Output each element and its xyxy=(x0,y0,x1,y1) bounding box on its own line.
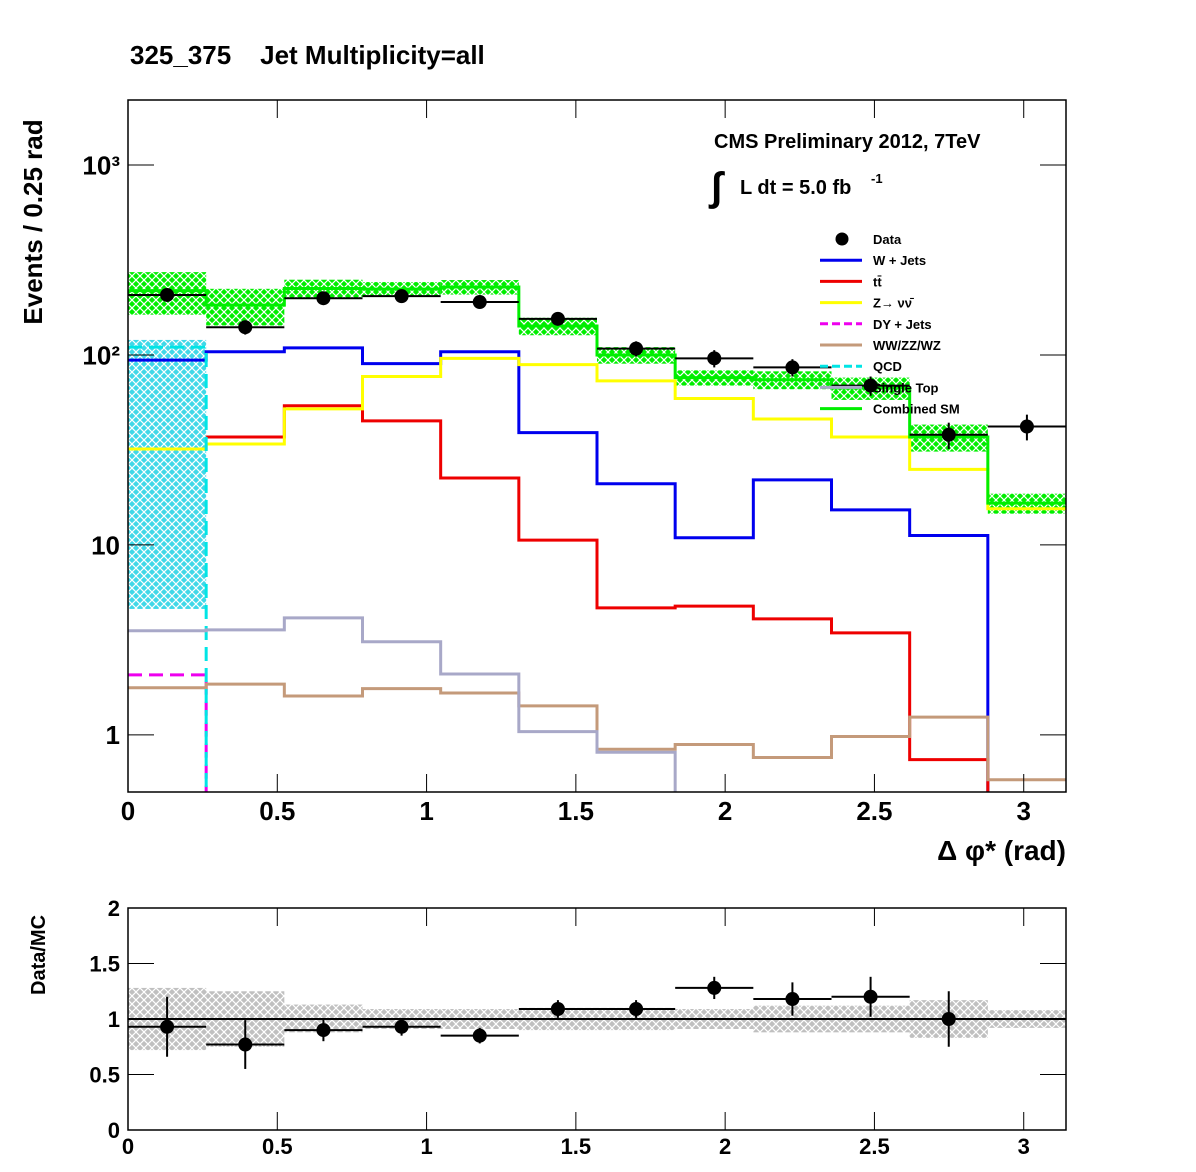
data-point xyxy=(707,351,722,366)
data-point xyxy=(941,1012,956,1026)
data-point xyxy=(785,360,800,375)
y-tick-label: 0.5 xyxy=(89,1062,120,1087)
data-point xyxy=(550,1002,565,1017)
histogram-line xyxy=(128,673,208,792)
data-point xyxy=(629,1002,644,1017)
data-point xyxy=(160,287,175,302)
annotation: ∫ xyxy=(708,165,725,209)
x-tick-label: 0 xyxy=(121,796,135,826)
data-point xyxy=(238,320,253,335)
y-tick-label: 10³ xyxy=(82,150,120,180)
y-tick-label: 0 xyxy=(108,1118,120,1143)
data-point xyxy=(941,427,956,442)
y-tick-label: 1 xyxy=(108,1007,120,1032)
ratio-plot-area xyxy=(128,976,1066,1069)
x-tick-label: 0.5 xyxy=(262,1134,293,1159)
histogram-line xyxy=(128,346,990,792)
x-tick-label: 2.5 xyxy=(856,796,892,826)
main-plot-area xyxy=(128,272,1066,792)
y-tick-label: 1.5 xyxy=(89,951,120,976)
legend-marker xyxy=(835,232,849,246)
x-tick-label: 3 xyxy=(1016,796,1030,826)
y-tick-label: 10² xyxy=(82,340,120,370)
legend-label: QCD xyxy=(873,359,902,374)
legend-label: tt̄ xyxy=(873,274,882,289)
data-point xyxy=(394,1019,409,1034)
data-point xyxy=(316,1023,331,1038)
chart-title: 325_375 Jet Multiplicity=all xyxy=(130,40,485,70)
annotation: L dt = 5.0 fb xyxy=(740,177,851,199)
y-axis-label: Events / 0.25 rad xyxy=(18,119,48,324)
data-point xyxy=(785,992,800,1007)
x-tick-label: 0 xyxy=(122,1134,134,1159)
x-tick-label: 2 xyxy=(719,1134,731,1159)
x-tick-label: 1 xyxy=(420,1134,432,1159)
x-tick-label: 3 xyxy=(1018,1134,1030,1159)
data-point xyxy=(472,295,487,310)
data-point xyxy=(238,1037,253,1052)
data-point xyxy=(863,378,878,393)
data-point xyxy=(316,291,331,306)
histogram-line xyxy=(128,356,1066,511)
histogram-line xyxy=(128,616,677,792)
y-axis-label: Data/MC xyxy=(28,915,50,995)
data-point xyxy=(472,1028,487,1043)
data-point xyxy=(394,289,409,304)
y-tick-label: 1 xyxy=(106,720,120,750)
x-tick-label: 1.5 xyxy=(558,796,594,826)
y-tick-label: 2 xyxy=(108,896,120,921)
legend-label: WW/ZZ/WZ xyxy=(873,338,941,353)
x-tick-label: 2.5 xyxy=(859,1134,890,1159)
histogram-line xyxy=(206,404,990,792)
legend-label: DY + Jets xyxy=(873,317,932,332)
y-tick-label: 10 xyxy=(91,530,120,560)
uncertainty-band xyxy=(128,339,207,609)
data-point xyxy=(863,989,878,1004)
legend-label: Combined SM xyxy=(873,402,960,417)
legend-label: W + Jets xyxy=(873,253,926,268)
data-point xyxy=(1019,419,1034,434)
data-point xyxy=(629,341,644,356)
data-point xyxy=(550,311,565,326)
x-tick-label: 2 xyxy=(718,796,732,826)
legend-label: Single Top xyxy=(873,380,939,395)
data-point xyxy=(707,980,722,995)
plot-frame xyxy=(127,99,1067,793)
legend-label: Z→ νν̄ xyxy=(873,296,914,311)
data-point xyxy=(160,1019,175,1034)
histogram-line xyxy=(128,682,1066,782)
x-tick-label: 0.5 xyxy=(259,796,295,826)
x-axis-label: Δ φ* (rad) xyxy=(937,835,1066,866)
uncertainty-band xyxy=(206,288,285,326)
histogram-line xyxy=(128,285,1066,505)
annotation: CMS Preliminary 2012, 7TeV xyxy=(714,131,981,153)
x-tick-label: 1 xyxy=(419,796,433,826)
x-tick-label: 1.5 xyxy=(561,1134,592,1159)
annotation: -1 xyxy=(871,171,883,186)
legend-label: Data xyxy=(873,232,902,247)
